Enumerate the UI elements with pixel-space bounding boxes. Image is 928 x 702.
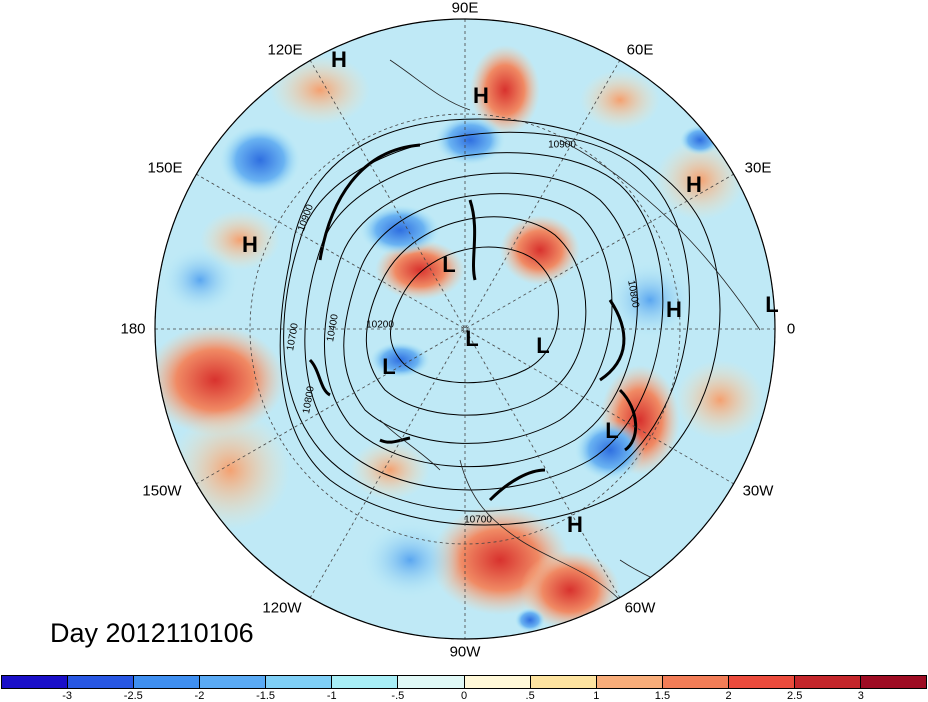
anomaly-field (155, 19, 775, 639)
contour-label: 10900 (548, 139, 576, 151)
high-center: H (242, 232, 258, 257)
lon-label-150w: 150W (142, 482, 182, 500)
colorbar-tick-label: 1.5 (654, 690, 671, 702)
high-center: H (331, 47, 347, 72)
colorbar-tick-label: 3 (857, 690, 864, 702)
contour-label: 10200 (366, 319, 394, 331)
globe-border (154, 18, 776, 640)
colorbar-tick-label: -2 (194, 690, 205, 702)
colorbar-cell (861, 676, 927, 688)
lon-label-0: 0 (786, 320, 796, 338)
low-center: L (465, 326, 479, 351)
colorbar-cell (266, 676, 333, 688)
colorbar-tick-label: -2.5 (123, 690, 143, 702)
lon-label-120e: 120E (267, 41, 303, 59)
high-center: H (473, 83, 489, 108)
height-contours (279, 118, 721, 526)
colorbar-tick-label: 1 (593, 690, 600, 702)
contour-label: 10700 (464, 514, 492, 526)
polar-anomaly-map (154, 18, 776, 640)
colorbar-cell (332, 676, 399, 688)
colorbar-tick-label: .5 (525, 690, 535, 702)
lon-label-90w: 90W (449, 643, 481, 661)
colorbar-tick-label: -1.5 (256, 690, 276, 702)
low-center: L (536, 333, 550, 358)
colorbar (1, 675, 927, 689)
colorbar-cell (662, 676, 729, 688)
colorbar-cell (398, 676, 465, 688)
lon-label-120w: 120W (262, 599, 302, 617)
jet-contours (308, 143, 638, 502)
colorbar-tick-label: -3 (62, 690, 73, 702)
high-center: H (686, 172, 702, 197)
colorbar-ticks: -3 -2.5 -2 -1.5 -1 -.5 0 .5 1 1.5 2 2.5 3 (1, 690, 927, 702)
colorbar-cell (464, 676, 531, 688)
colorbar-cell (596, 676, 663, 688)
day-label: Day 2012110106 (50, 618, 254, 648)
colorbar-tick-label: -1 (326, 690, 337, 702)
colorbar-tick-label: -.5 (391, 690, 405, 702)
low-center: L (765, 292, 779, 317)
colorbar-cell (794, 676, 862, 688)
colorbar-cell (530, 676, 597, 688)
high-center: H (666, 297, 682, 322)
colorbar-cell (728, 676, 795, 688)
lon-label-30w: 30W (742, 482, 774, 500)
high-center: H (567, 512, 583, 537)
colorbar-tick-label: 2 (725, 690, 732, 702)
low-center: L (442, 252, 456, 277)
lon-label-60w: 60W (624, 599, 656, 617)
lon-label-180: 180 (120, 320, 146, 338)
lon-label-30e: 30E (744, 159, 772, 177)
colorbar-cell (200, 676, 267, 688)
colorbar-cell (68, 676, 135, 688)
colorbar-cell (2, 676, 69, 688)
colorbar-tick-label: 0 (460, 690, 468, 702)
low-center: L (382, 354, 396, 379)
colorbar-cell (134, 676, 201, 688)
lon-label-60e: 60E (626, 41, 654, 59)
lon-label-150e: 150E (147, 159, 183, 177)
lon-label-90e: 90E (451, 0, 479, 17)
low-center: L (605, 418, 619, 443)
colorbar-tick-label: 2.5 (787, 690, 803, 702)
